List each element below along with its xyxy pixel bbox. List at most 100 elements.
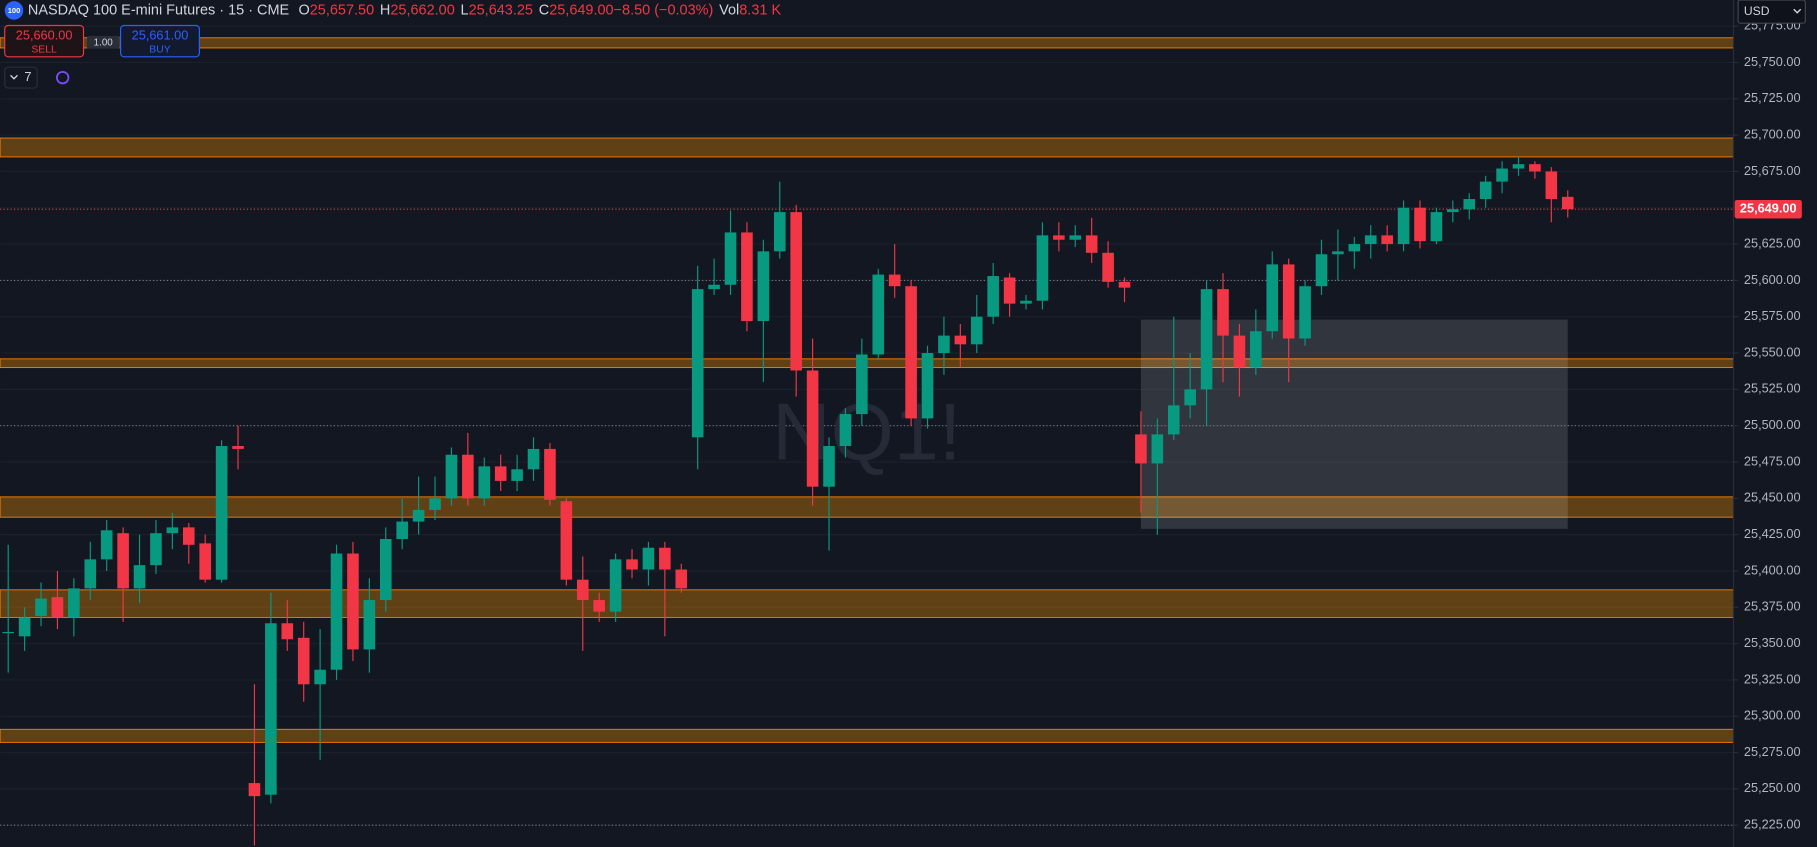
candle-body xyxy=(363,600,376,650)
badge-text: 100 xyxy=(8,6,21,15)
currency-button[interactable]: USD xyxy=(1737,0,1806,24)
candle-body xyxy=(921,353,934,419)
candle-body xyxy=(412,509,425,522)
candle-body xyxy=(1381,235,1393,245)
symbol: NASDAQ 100 E-mini Futures · 15 · CME xyxy=(28,2,290,18)
candle-body xyxy=(1282,264,1295,339)
y-tick-label: 25,625.00 xyxy=(1744,235,1801,250)
legend: NASDAQ 100 E-mini Futures · 15 · CME O25,… xyxy=(28,2,782,18)
last-price-label: 25,649.00 xyxy=(1740,201,1797,216)
indicator-count: 7 xyxy=(24,69,31,84)
candle-body xyxy=(806,370,819,487)
legend-value: 25,643.25 xyxy=(469,2,533,18)
legend-value: 25,657.50 xyxy=(310,2,374,18)
candle-body xyxy=(445,454,458,499)
candle-body xyxy=(823,446,835,487)
candle-body xyxy=(527,448,540,470)
candle-body xyxy=(1167,405,1180,435)
y-tick-label: 25,550.00 xyxy=(1744,344,1801,359)
sell-price: 25,660.00 xyxy=(16,27,73,42)
y-tick-label: 25,700.00 xyxy=(1744,126,1801,141)
candle-body xyxy=(708,284,720,290)
candle-body xyxy=(544,448,556,500)
candle-body xyxy=(724,232,737,285)
candle-body xyxy=(790,212,802,371)
candle-body xyxy=(576,579,589,601)
legend-key: L xyxy=(461,2,469,18)
candle-body xyxy=(987,276,999,317)
candle-body xyxy=(1414,207,1426,242)
candle-body xyxy=(1118,281,1131,288)
candle-body xyxy=(511,469,523,481)
y-tick-label: 25,575.00 xyxy=(1744,308,1801,323)
candle-body xyxy=(1430,212,1443,242)
candle-body xyxy=(1529,164,1541,172)
legend-value: −8.50 (−0.03%) xyxy=(614,2,714,18)
candle-body xyxy=(1102,252,1114,282)
candle-body xyxy=(1036,235,1049,301)
buy-label: BUY xyxy=(149,45,170,56)
candle-body xyxy=(675,569,688,589)
legend-value: 25,649.00 xyxy=(549,2,613,18)
y-tick-label: 25,300.00 xyxy=(1744,708,1801,723)
candle-body xyxy=(691,289,704,438)
legend-key: C xyxy=(539,2,549,18)
candle-body xyxy=(1003,277,1016,304)
buy-button[interactable]: 25,661.00 BUY xyxy=(120,24,200,58)
candle-body xyxy=(199,543,211,580)
candle-body xyxy=(1233,335,1246,368)
y-tick-label: 25,600.00 xyxy=(1744,272,1801,287)
chevron xyxy=(10,74,18,80)
candle-body xyxy=(1020,300,1032,304)
price-axis xyxy=(1733,0,1817,847)
y-tick-label: 25,250.00 xyxy=(1744,780,1801,795)
y-tick-label: 25,725.00 xyxy=(1744,90,1801,105)
candle-body xyxy=(1561,196,1574,210)
y-tick-label: 25,325.00 xyxy=(1744,671,1801,686)
indicators-box xyxy=(4,66,38,89)
candle-body xyxy=(593,600,605,612)
candle-body xyxy=(478,466,491,499)
sell-label: SELL xyxy=(31,45,57,56)
y-tick-label: 25,350.00 xyxy=(1744,635,1801,650)
candle-body xyxy=(462,454,474,499)
candle-body xyxy=(117,533,129,589)
candle-body xyxy=(18,617,31,637)
candle-body xyxy=(741,232,753,322)
candle-body xyxy=(1200,289,1213,390)
candle-body xyxy=(560,501,573,580)
y-tick-label: 25,375.00 xyxy=(1744,599,1801,614)
sell-button[interactable]: 25,660.00 SELL xyxy=(4,24,85,58)
candle-body xyxy=(642,547,655,570)
candle-body xyxy=(150,533,162,566)
y-tick-label: 25,400.00 xyxy=(1744,562,1801,577)
spread-box xyxy=(86,35,120,49)
legend-value: 8.31 K xyxy=(739,2,781,18)
candle-body xyxy=(166,527,179,534)
candle-body xyxy=(626,559,638,570)
last-price-box xyxy=(1734,199,1802,219)
indicators-toggle[interactable]: 7 xyxy=(4,66,38,89)
candle-body xyxy=(100,530,113,560)
candle-body xyxy=(839,414,852,447)
candle-body xyxy=(872,274,885,355)
candle-body xyxy=(182,527,195,545)
candle-body xyxy=(1135,434,1147,464)
candle-body xyxy=(888,274,901,287)
candle-body xyxy=(609,559,622,612)
candle-body xyxy=(1545,171,1558,200)
candle-body xyxy=(1053,235,1065,240)
candle-body xyxy=(757,251,770,322)
candle-body xyxy=(1332,251,1344,255)
y-tick-label: 25,225.00 xyxy=(1744,817,1801,832)
zone xyxy=(0,728,1734,743)
currency-box xyxy=(1737,0,1806,24)
sell-box xyxy=(4,24,85,58)
candle-body xyxy=(1069,235,1082,240)
candle-body xyxy=(856,354,868,415)
candle-body xyxy=(232,446,244,449)
candle-body xyxy=(84,559,97,589)
candle-body xyxy=(938,335,950,354)
currency: USD xyxy=(1744,4,1770,18)
candle-body xyxy=(248,783,261,797)
